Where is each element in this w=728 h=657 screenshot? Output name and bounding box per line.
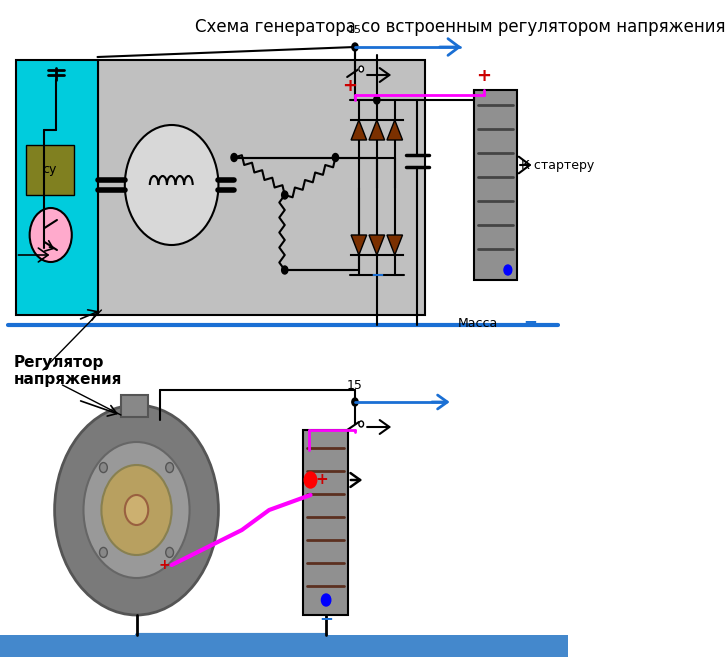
Circle shape: [84, 442, 189, 578]
Text: Схема генератора со встроенным регулятором напряжения: Схема генератора со встроенным регулятор…: [195, 18, 726, 36]
Text: +: +: [476, 67, 491, 85]
Circle shape: [322, 594, 331, 606]
Circle shape: [100, 547, 107, 557]
Text: −: −: [370, 265, 384, 283]
Circle shape: [282, 191, 288, 199]
Bar: [303, 430, 348, 615]
Bar: [121, 395, 149, 417]
Circle shape: [55, 405, 218, 615]
Circle shape: [101, 465, 172, 555]
Circle shape: [124, 125, 218, 245]
Circle shape: [166, 547, 173, 557]
Bar: [98, 60, 425, 315]
Text: −: −: [523, 312, 537, 330]
Circle shape: [166, 463, 173, 472]
Text: 15: 15: [347, 379, 363, 392]
Text: +: +: [158, 558, 170, 572]
Polygon shape: [351, 235, 367, 255]
Polygon shape: [369, 235, 384, 255]
Circle shape: [304, 472, 317, 488]
Circle shape: [352, 43, 358, 51]
Bar: [15, 60, 98, 315]
Circle shape: [373, 96, 380, 104]
Bar: [25, 145, 74, 195]
Text: +: +: [316, 472, 328, 487]
Text: К стартеру: К стартеру: [521, 158, 594, 171]
Text: 15: 15: [348, 25, 362, 35]
Polygon shape: [351, 120, 367, 140]
Text: −: −: [319, 609, 333, 627]
Polygon shape: [387, 235, 403, 255]
Text: су: су: [43, 164, 57, 177]
Circle shape: [282, 266, 288, 274]
Circle shape: [359, 66, 363, 72]
Bar: [475, 90, 517, 280]
Circle shape: [231, 154, 237, 162]
Circle shape: [332, 154, 339, 162]
Polygon shape: [387, 120, 403, 140]
Circle shape: [124, 495, 149, 525]
Bar: [0, 635, 568, 657]
Circle shape: [352, 398, 358, 406]
Circle shape: [100, 463, 107, 472]
Text: Регулятор
напряжения: Регулятор напряжения: [14, 355, 122, 388]
Polygon shape: [369, 120, 384, 140]
Text: Масса: Масса: [457, 317, 498, 330]
Circle shape: [504, 265, 512, 275]
Circle shape: [359, 421, 363, 427]
Circle shape: [359, 66, 363, 72]
Text: +: +: [342, 77, 357, 95]
Circle shape: [30, 208, 72, 262]
